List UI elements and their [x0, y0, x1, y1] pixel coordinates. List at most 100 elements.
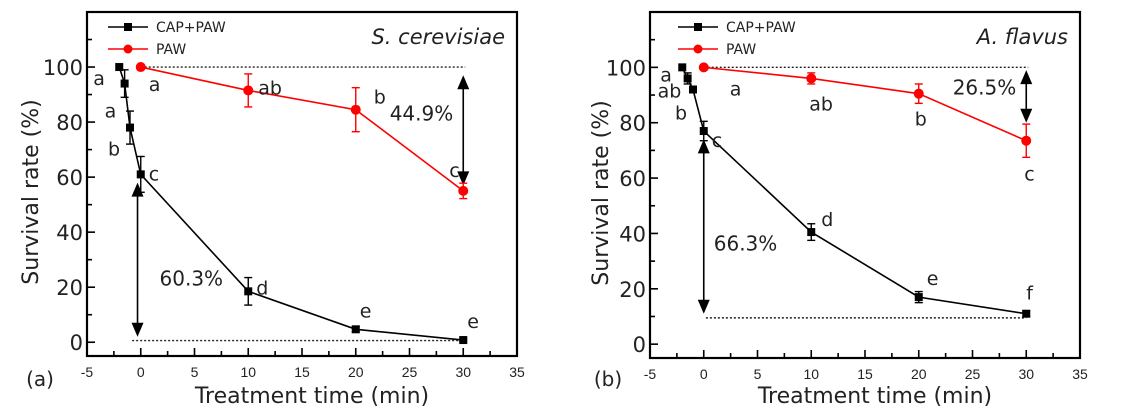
data-point — [135, 62, 146, 73]
significance-letter: d — [821, 209, 833, 231]
legend-marker-square — [694, 23, 702, 31]
data-point — [243, 85, 254, 96]
data-point — [115, 63, 124, 72]
significance-letter: e — [927, 268, 939, 290]
significance-letter: b — [915, 109, 927, 131]
significance-letter: e — [467, 311, 479, 333]
percent-reduction-label: 26.5% — [953, 75, 1017, 99]
y-tick-label: 40 — [619, 222, 646, 246]
arrow-head-down — [1020, 108, 1033, 123]
significance-letter: b — [675, 103, 687, 125]
percent-reduction-label: 44.9% — [390, 101, 454, 125]
data-point — [678, 63, 687, 72]
x-tick-label: 0 — [700, 366, 708, 382]
arrow-head-down — [457, 171, 470, 186]
y-tick-label: 80 — [619, 112, 646, 136]
arrow-head-up — [1020, 70, 1033, 85]
series-paw: a ab b c — [135, 62, 469, 200]
significance-letter: c — [149, 163, 159, 185]
x-tick-label: 10 — [803, 366, 819, 382]
x-tick-label: 15 — [294, 364, 310, 380]
y-tick-label: 80 — [56, 111, 83, 135]
percent-reduction-label: 60.3% — [160, 267, 224, 291]
series-line — [703, 66, 1027, 142]
x-tick-label: 0 — [137, 364, 145, 380]
y-tick-label: 100 — [43, 56, 83, 80]
x-tick-label: 20 — [348, 364, 364, 380]
significance-letter: e — [360, 300, 372, 322]
y-tick-label: 60 — [56, 166, 83, 190]
x-tick-label: -5 — [644, 366, 657, 382]
panel-label: (b) — [594, 367, 622, 391]
arrow-head-down — [697, 299, 710, 314]
significance-letter: a — [660, 64, 672, 86]
data-point — [683, 74, 692, 83]
significance-letter: c — [712, 130, 722, 152]
x-tick-label: 5 — [191, 364, 199, 380]
y-tick-label: 40 — [56, 221, 83, 245]
species-title: S. cerevisiae — [371, 25, 505, 49]
legend-label: PAW — [726, 42, 756, 58]
y-axis-label: Survival rate (%) — [589, 100, 614, 285]
significance-letter: a — [730, 78, 742, 100]
significance-letter: f — [1026, 283, 1034, 305]
significance-letter: a — [149, 74, 161, 96]
data-point — [350, 104, 361, 115]
data-point — [689, 85, 697, 94]
x-tick-label: 20 — [911, 366, 927, 382]
panel-b: -5 0 5 10 15 20 25 30 35 0 20 40 60 80 100 Treatment ti… — [589, 10, 1088, 409]
data-point — [1022, 309, 1031, 318]
legend-label: PAW — [156, 42, 186, 58]
significance-letter: c — [449, 160, 459, 182]
y-tick-label: 0 — [70, 331, 83, 355]
x-tick-label: 10 — [240, 364, 256, 380]
data-point — [351, 325, 360, 334]
arrow-head-up — [697, 139, 710, 154]
data-point — [913, 88, 924, 99]
significance-letter: b — [374, 87, 386, 109]
legend-marker-circle — [123, 44, 133, 54]
data-point — [807, 228, 816, 237]
y-tick-label: 0 — [633, 333, 646, 357]
arrow-head-up — [457, 75, 470, 90]
y-tick-label: 60 — [619, 167, 646, 191]
x-axis-label: Treatment time (min) — [194, 384, 429, 409]
data-point — [458, 185, 469, 196]
significance-letter: b — [108, 139, 120, 161]
significance-letter: a — [105, 101, 117, 123]
data-point — [1021, 135, 1032, 146]
panel-a: -5 0 5 10 15 20 25 30 35 0 20 40 60 80 100 Treatment ti… — [19, 10, 525, 409]
percent-reduction-label: 66.3% — [714, 232, 778, 256]
x-tick-label: -5 — [81, 364, 94, 380]
data-point — [914, 293, 923, 302]
y-tick-label: 20 — [619, 278, 646, 302]
data-point — [806, 73, 817, 84]
x-axis-label: Treatment time (min) — [757, 384, 992, 409]
significance-letter: ab — [809, 93, 833, 115]
x-tick-label: 25 — [965, 366, 981, 382]
series-line — [681, 67, 1027, 315]
x-tick-label: 5 — [754, 366, 762, 382]
x-tick-label: 35 — [509, 364, 525, 380]
data-point — [120, 79, 129, 88]
significance-letter: ab — [658, 80, 682, 102]
y-tick-label: 100 — [606, 56, 646, 80]
y-axis-label: Survival rate (%) — [19, 99, 44, 284]
plot-frame — [648, 10, 1082, 360]
data-point — [136, 170, 145, 179]
series-paw: a ab b c — [698, 62, 1035, 186]
significance-letter: c — [1024, 164, 1034, 186]
x-tick-label: 35 — [1072, 366, 1088, 382]
significance-letter: ab — [258, 77, 282, 99]
legend-marker-square — [124, 23, 132, 31]
legend-marker-circle — [693, 44, 703, 54]
data-point — [244, 287, 253, 296]
legend-label: CAP+PAW — [726, 20, 796, 36]
arrow-head-down — [131, 322, 144, 337]
legend: CAP+PAW PAW — [678, 20, 796, 58]
x-tick-label: 15 — [857, 366, 873, 382]
x-tick-label: 30 — [1018, 366, 1034, 382]
